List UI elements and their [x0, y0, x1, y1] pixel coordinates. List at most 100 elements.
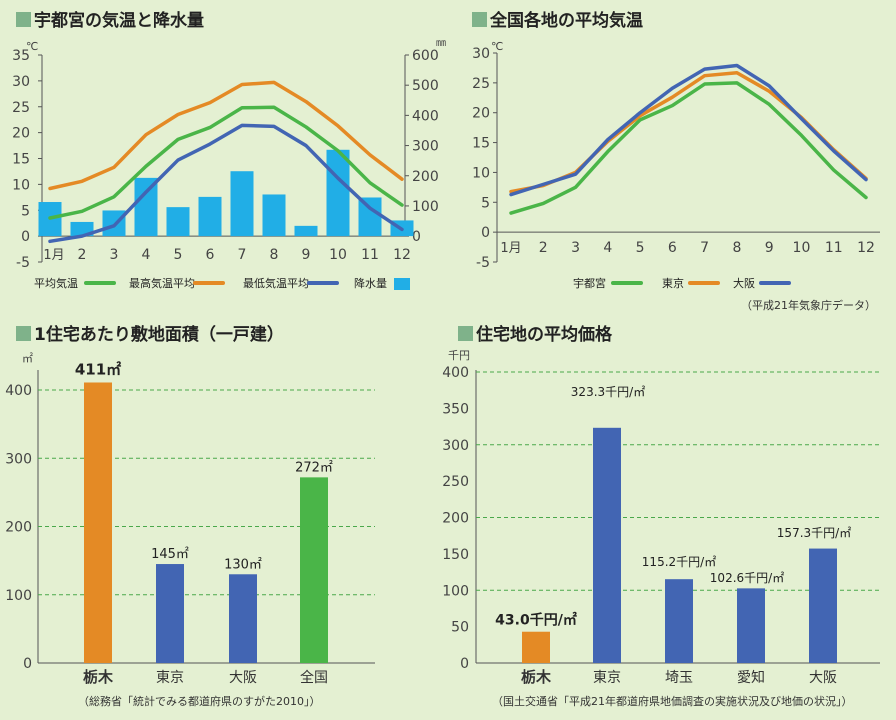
chart1-left-tick: 5 [21, 203, 30, 219]
chart3-y-tick: 400 [5, 383, 32, 399]
chart3-bar [300, 477, 328, 663]
chart2-title: 全国各地の平均気温 [489, 10, 643, 31]
chart2-series-line [509, 63, 868, 197]
chart3-source: （総務省「統計でみる都道府県のすがた2010」） [78, 694, 321, 708]
chart1-title: 宇都宮の気温と降水量 [34, 10, 204, 31]
chart2-x-tick: 10 [793, 240, 811, 256]
chart3-square [16, 326, 31, 341]
chart4-source: （国土交通省「平成21年都道府県地価調査の実施状況及び地価の状況」） [492, 694, 853, 708]
chart2-x-tick: 4 [603, 240, 612, 256]
chart3-title: 1住宅あたり敷地面積（一戸建） [34, 324, 284, 345]
chart4-y-tick: 250 [442, 474, 469, 490]
chart2-y-tick: 25 [472, 76, 490, 92]
chart4-bar [522, 631, 550, 663]
chart4-value-label: 102.6千円/㎡ [710, 571, 784, 585]
chart1-left-tick: 30 [12, 74, 30, 90]
chart4-bar [809, 548, 837, 663]
chart2-x-tick: 12 [857, 240, 875, 256]
chart4-title: 住宅地の平均価格 [476, 324, 613, 345]
chart2-series-line [509, 81, 868, 215]
chart3-category-label: 栃木 [83, 668, 114, 686]
chart4-y-tick: 50 [451, 620, 469, 636]
chart1-right-tick: 300 [412, 139, 439, 155]
chart1-left-tick: 25 [12, 100, 30, 116]
chart4-y-tick: 0 [460, 656, 469, 672]
chart4-category-label: 大阪 [809, 670, 837, 686]
chart4-y-tick: 150 [442, 547, 469, 563]
chart3-value-label: 272㎡ [295, 460, 333, 475]
chart2-y-tick: 30 [472, 46, 490, 62]
chart3-y-tick: 0 [23, 656, 32, 672]
chart1-series-line [48, 123, 404, 244]
chart1-x-tick: 6 [206, 247, 215, 263]
chart1-legend-swatch [394, 278, 410, 290]
chart4-value-label: 43.0千円/㎡ [495, 612, 577, 629]
chart1-x-tick: 2 [78, 247, 87, 263]
chart2-unit: ℃ [491, 40, 503, 53]
chart1-precip-bar [262, 194, 286, 237]
chart2-x-tick: 11 [825, 240, 843, 256]
chart2-x-tick: 1月 [500, 241, 521, 256]
chart1-left-unit: ℃ [26, 40, 38, 53]
chart3-category-label: 東京 [156, 670, 184, 686]
chart3-bar [84, 382, 112, 663]
chart1-x-tick: 10 [329, 247, 347, 263]
chart4-unit: 千円 [448, 349, 470, 362]
chart1-x-tick: 7 [238, 247, 247, 263]
chart2-x-tick: 7 [700, 240, 709, 256]
chart1-precip-bar [230, 171, 254, 237]
chart4-value-label: 115.2千円/㎡ [642, 555, 716, 569]
chart4-bar [593, 427, 621, 663]
chart4-category-label: 愛知 [737, 669, 765, 686]
chart1-left-tick: 0 [21, 229, 30, 245]
chart1-left-tick: 15 [12, 152, 30, 168]
chart1-x-tick: 8 [270, 247, 279, 263]
chart4-category-label: 栃木 [521, 668, 552, 686]
chart4-y-tick: 400 [442, 365, 469, 381]
chart1-precip-bar [294, 225, 318, 237]
chart1-x-tick: 5 [174, 247, 183, 263]
chart1-right-tick: 400 [412, 108, 439, 124]
chart1-legend-label: 最低気温平均 [243, 276, 309, 290]
chart1-right-tick: 200 [412, 169, 439, 185]
chart1-left-tick: 35 [12, 48, 30, 64]
chart2-legend-label: 東京 [662, 276, 684, 290]
chart1-x-tick: 3 [110, 247, 119, 263]
chart1-left-tick: 10 [12, 177, 30, 193]
chart1-precip-bar [166, 207, 190, 237]
chart2-square [472, 12, 487, 27]
chart2-x-tick: 5 [636, 240, 645, 256]
chart1-square [16, 12, 31, 27]
chart3-y-tick: 100 [5, 588, 32, 604]
chart2-legend-label: 宇都宮 [573, 276, 606, 290]
chart1-x-tick: 12 [393, 247, 411, 263]
chart1-precip-bar [198, 196, 222, 237]
chart2-y-tick: 10 [472, 165, 490, 181]
chart1-series-line [48, 105, 404, 220]
chart1-left-tick: 20 [12, 126, 30, 142]
chart3-value-label: 411㎡ [75, 360, 121, 378]
chart4-category-label: 埼玉 [665, 670, 693, 686]
chart3-bar [156, 564, 184, 663]
chart3-bar [229, 574, 257, 663]
chart1-right-tick: 500 [412, 78, 439, 94]
chart1-x-tick: 1月 [43, 248, 64, 263]
chart4-square [458, 326, 473, 341]
chart4-y-tick: 200 [442, 511, 469, 527]
chart1-right-tick: 600 [412, 48, 439, 64]
chart1-right-unit: ㎜ [436, 38, 446, 49]
chart1-left-tick: -5 [16, 255, 30, 271]
chart4-bar [665, 579, 693, 663]
chart2-x-tick: 3 [571, 240, 580, 256]
chart1-precip-bar [326, 149, 350, 237]
chart-utsunomiya: 宇都宮の気温と降水量℃ ㎜35302520151050-5600500400300… [12, 10, 446, 290]
chart2-y-tick: 15 [472, 136, 490, 152]
chart2-x-tick: 9 [765, 240, 774, 256]
chart3-category-label: 大阪 [229, 670, 257, 686]
chart2-y-tick: 20 [472, 106, 490, 122]
chart2-y-tick: 0 [481, 225, 490, 241]
chart2-y-tick: 5 [481, 195, 490, 211]
chart-national-temps: 全国各地の平均気温 ℃30 25 20 15 10 5 0 -5 1月 2 3 4 5 6 7 8 9 10 11 12… [472, 10, 880, 312]
chart1-x-tick: 4 [142, 247, 151, 263]
